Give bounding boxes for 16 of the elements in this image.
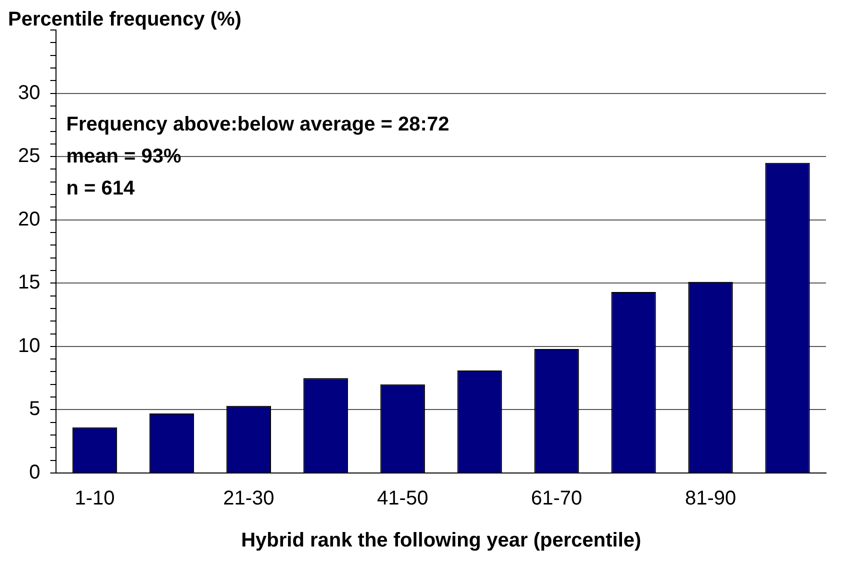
x-tick-label: 1-10 <box>74 488 115 510</box>
x-axis-title: Hybrid rank the following year (percentile) <box>241 530 642 552</box>
y-axis-title: Percentile frequency (%) <box>8 8 242 31</box>
y-tick-label: 30 <box>18 82 40 104</box>
x-tick-label: 41-50 <box>377 488 428 510</box>
annotation: n = 614 <box>66 178 136 200</box>
y-tick-label: 0 <box>29 462 40 484</box>
x-tick-label: 81-90 <box>684 488 736 510</box>
annotation: Frequency above:below average = 28:72 <box>66 114 450 136</box>
y-tick-label: 20 <box>18 208 40 230</box>
y-tick-label: 5 <box>29 398 40 420</box>
y-tick-label: 10 <box>18 334 40 357</box>
y-tick-label: 25 <box>18 145 40 168</box>
x-tick-label: 21-30 <box>223 488 274 510</box>
y-tick-label: 15 <box>18 272 40 294</box>
x-tick-label: 61-70 <box>531 488 582 510</box>
